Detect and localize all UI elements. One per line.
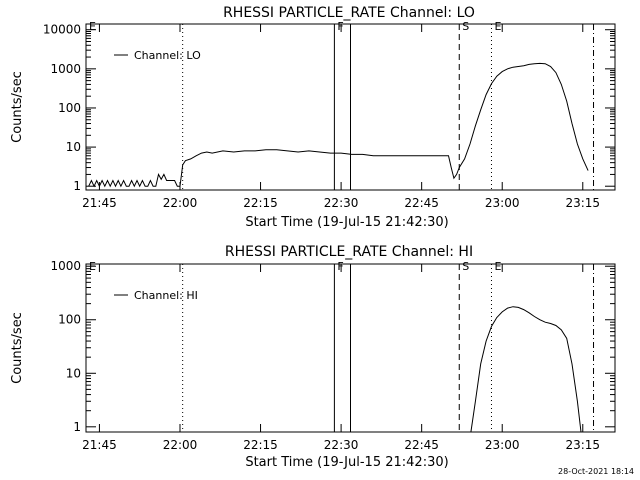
- y-tick-label: 1000: [50, 259, 81, 273]
- plot-area: 21:45 22:00 22:15 22:30 22:45 23:00 23:15 1 10 10…: [50, 259, 615, 452]
- x-tick-label: 23:15: [565, 438, 600, 452]
- y-tick-label: 1000: [50, 62, 81, 76]
- x-tick-label: 22:15: [243, 196, 278, 210]
- y-tick-label: 10: [66, 366, 81, 380]
- x-axis-label: Start Time (19-Jul-15 21:42:30): [245, 215, 448, 230]
- y-tick-label: 100: [58, 313, 81, 327]
- plot-area: 21:45 22:00 22:15 22:30 22:45 23:00 23:15 1 10 10…: [43, 20, 615, 210]
- y-tick-label: 1: [73, 179, 81, 193]
- event-marker-label: F: [337, 20, 343, 33]
- chart-title: RHESSI PARTICLE_RATE Channel: HI: [225, 244, 473, 260]
- event-marker-label: F: [337, 260, 343, 273]
- series-line: [470, 306, 582, 433]
- series-line: [88, 62, 589, 188]
- event-marker-label: E: [89, 260, 96, 273]
- event-marker-label: E: [494, 260, 501, 273]
- event-marker-label: S: [462, 260, 469, 273]
- legend-label: Channel: HI: [134, 289, 198, 302]
- x-tick-label: 22:00: [163, 438, 198, 452]
- x-tick-label: 23:15: [565, 196, 600, 210]
- x-tick-label: 22:00: [163, 196, 198, 210]
- x-tick-label: 22:45: [404, 438, 439, 452]
- x-tick-label: 22:15: [243, 438, 278, 452]
- event-marker-label: S: [462, 20, 469, 33]
- chart-title: RHESSI PARTICLE_RATE Channel: LO: [223, 5, 475, 21]
- y-tick-label: 10000: [43, 23, 81, 37]
- y-axis-label: Counts/sec: [10, 312, 25, 384]
- x-tick-label: 22:30: [324, 196, 359, 210]
- y-axis-label: Counts/sec: [10, 71, 25, 143]
- y-tick-label: 100: [58, 101, 81, 115]
- legend-label: Channel: LO: [134, 49, 201, 62]
- x-axis-label: Start Time (19-Jul-15 21:42:30): [245, 455, 448, 470]
- x-tick-label: 21:45: [82, 438, 117, 452]
- y-tick-label: 10: [66, 140, 81, 154]
- x-tick-label: 22:30: [324, 438, 359, 452]
- x-tick-label: 23:00: [485, 438, 520, 452]
- event-marker-label: E: [494, 20, 501, 33]
- x-tick-label: 21:45: [82, 196, 117, 210]
- y-tick-label: 1: [73, 420, 81, 434]
- x-tick-label: 23:00: [485, 196, 520, 210]
- timestamp-stamp: 28-Oct-2021 18:14: [558, 467, 634, 476]
- x-tick-label: 22:45: [404, 196, 439, 210]
- event-marker-label: E: [89, 20, 96, 33]
